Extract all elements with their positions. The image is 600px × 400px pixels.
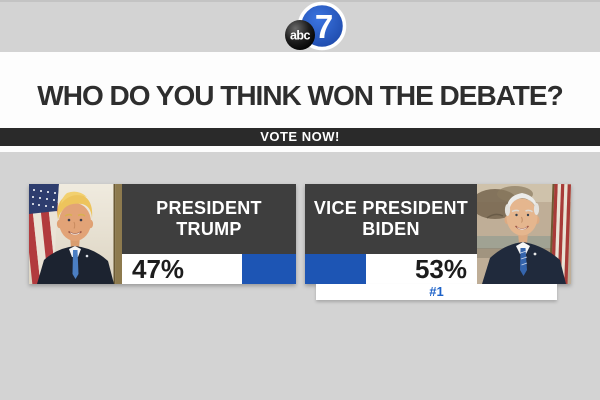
headline-band: WHO DO YOU THINK WON THE DEBATE? VOTE NO… <box>0 52 600 152</box>
tie <box>520 248 527 276</box>
hair <box>506 193 538 213</box>
biden-photo <box>477 184 571 284</box>
biden-figure <box>482 193 566 284</box>
candidate-card-biden[interactable]: VICE PRESIDENT BIDEN 53% <box>305 184 571 284</box>
vote-bar-trump: 47% <box>122 254 296 284</box>
rank-badge: #1 <box>316 284 557 300</box>
candidate-name-biden: VICE PRESIDENT BIDEN <box>305 184 477 254</box>
logo-7-text: 7 <box>315 8 333 45</box>
face <box>59 203 91 241</box>
candidate-name-line2: BIDEN <box>362 219 420 239</box>
candidate-name-line1: VICE PRESIDENT <box>313 198 469 218</box>
poll-question-headline: WHO DO YOU THINK WON THE DEBATE? <box>37 80 563 111</box>
trump-figure <box>37 191 114 284</box>
biden-portrait-illustration <box>477 184 571 284</box>
vote-now-banner[interactable]: VOTE NOW! <box>0 128 600 146</box>
percent-label-trump: 47% <box>132 254 185 284</box>
abc-ball: abc <box>285 20 315 50</box>
frame-edge <box>113 184 116 284</box>
vote-bar-biden: 53% <box>305 254 477 284</box>
candidate-card-trump[interactable]: PRESIDENT TRUMP 47% <box>29 184 296 284</box>
tie <box>72 250 79 279</box>
candidate-name-line1: PRESIDENT <box>156 198 262 218</box>
trump-portrait-illustration <box>29 184 122 284</box>
abc7-logo: 7 abc <box>285 1 347 51</box>
logo-abc-text: abc <box>290 29 311 43</box>
vote-bar-fill-trump <box>242 254 296 284</box>
vote-bar-fill-biden <box>305 254 366 284</box>
hair <box>57 193 93 220</box>
trump-photo <box>29 184 122 284</box>
candidate-name-line2: TRUMP <box>176 219 242 239</box>
percent-label-biden: 53% <box>414 254 467 284</box>
candidate-name-trump: PRESIDENT TRUMP <box>122 184 296 254</box>
